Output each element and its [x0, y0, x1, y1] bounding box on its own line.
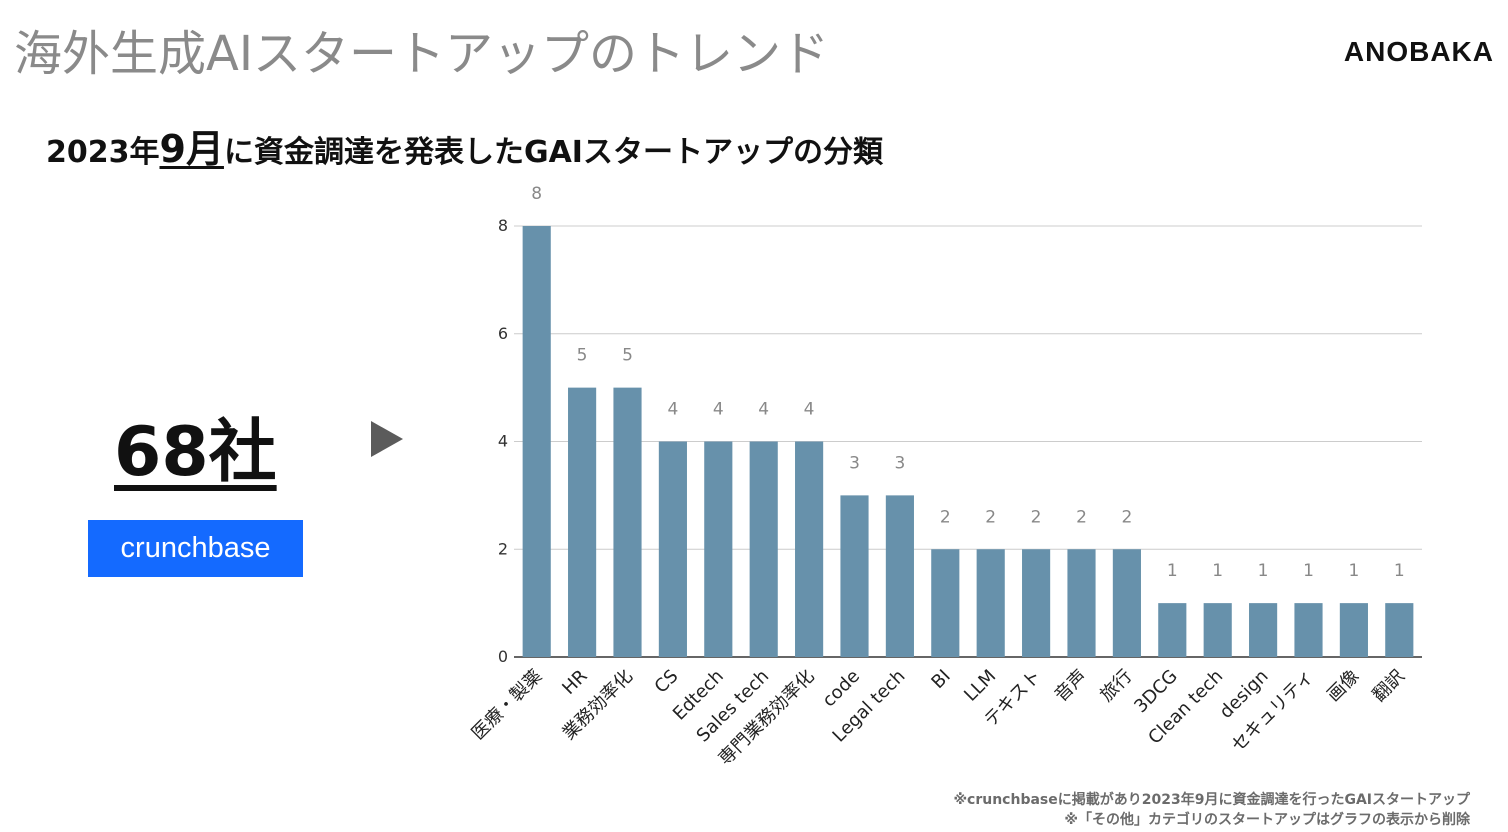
- bar-value-label: 4: [713, 400, 724, 420]
- bar-value-label: 1: [1167, 561, 1178, 581]
- subtitle-prefix: 2023年: [46, 135, 160, 170]
- startup-count: 68社: [114, 413, 277, 492]
- x-tick-label: 旅行: [1096, 666, 1136, 706]
- bar-value-label: 8: [531, 184, 542, 204]
- x-tick-label: LLM: [960, 666, 1000, 706]
- y-tick-label: 0: [498, 647, 508, 666]
- bar: [1022, 549, 1051, 657]
- bar: [885, 495, 914, 657]
- crunchbase-logo: crunchbase: [88, 520, 303, 577]
- bar: [613, 387, 642, 657]
- bar-value-label: 2: [940, 507, 951, 527]
- bar: [1294, 603, 1323, 657]
- bar-value-label: 1: [1212, 561, 1223, 581]
- x-tick-label: 翻訳: [1369, 666, 1409, 706]
- bar-value-label: 4: [804, 400, 815, 420]
- bar-value-label: 1: [1258, 561, 1269, 581]
- bar: [976, 549, 1005, 657]
- bar-value-label: 4: [758, 400, 769, 420]
- bar-value-label: 1: [1394, 561, 1405, 581]
- x-tick-label: 画像: [1323, 666, 1363, 706]
- bar: [1067, 549, 1096, 657]
- subtitle-suffix: に資金調達を発表したGAIスタートアップの分類: [223, 135, 883, 170]
- bar-value-label: 2: [1076, 507, 1087, 527]
- footnote-note: ※「その他」カテゴリのスタートアップはグラフの表示から削除: [1064, 812, 1470, 828]
- y-tick-label: 6: [498, 324, 508, 343]
- bar: [704, 441, 733, 657]
- bar-value-label: 4: [667, 400, 678, 420]
- bar: [658, 441, 687, 657]
- bar: [840, 495, 869, 657]
- subtitle-month: 9月: [159, 127, 224, 171]
- brand-logo: ANOBAKA: [1343, 36, 1494, 67]
- bar-value-label: 3: [849, 453, 860, 473]
- footnote-source: ※crunchbaseに掲載があり2023年9月に資金調達を行ったGAIスタート…: [953, 792, 1470, 808]
- bar: [568, 387, 597, 657]
- bar-value-label: 2: [985, 507, 996, 527]
- y-tick-label: 2: [498, 539, 508, 558]
- bar: [1385, 603, 1414, 657]
- bar: [749, 441, 778, 657]
- bar-value-label: 5: [577, 346, 588, 366]
- y-tick-label: 4: [498, 432, 508, 451]
- y-tick-label: 8: [498, 216, 508, 235]
- bar: [1249, 603, 1278, 657]
- bar: [1339, 603, 1368, 657]
- bar: [522, 226, 551, 657]
- x-tick-label: BI: [927, 666, 954, 693]
- x-tick-label: 音声: [1051, 666, 1091, 706]
- bar: [1112, 549, 1141, 657]
- x-tick-label: CS: [651, 666, 683, 698]
- bar-value-label: 1: [1303, 561, 1314, 581]
- bar: [1203, 603, 1232, 657]
- bar-value-label: 1: [1348, 561, 1359, 581]
- x-tick-label: HR: [558, 666, 591, 699]
- bar-value-label: 3: [894, 453, 905, 473]
- bar-value-label: 2: [1031, 507, 1042, 527]
- bar-value-label: 5: [622, 346, 633, 366]
- bar-value-label: 2: [1121, 507, 1132, 527]
- page-title: 海外生成AIスタートアップのトレンド: [14, 26, 829, 82]
- bar: [1158, 603, 1187, 657]
- chart-subtitle: 2023年9月に資金調達を発表したGAIスタートアップの分類: [46, 118, 883, 173]
- bar: [931, 549, 960, 657]
- x-tick-label: 医療・製薬: [468, 666, 546, 744]
- bar: [795, 441, 824, 657]
- play-arrow-icon: [371, 421, 403, 457]
